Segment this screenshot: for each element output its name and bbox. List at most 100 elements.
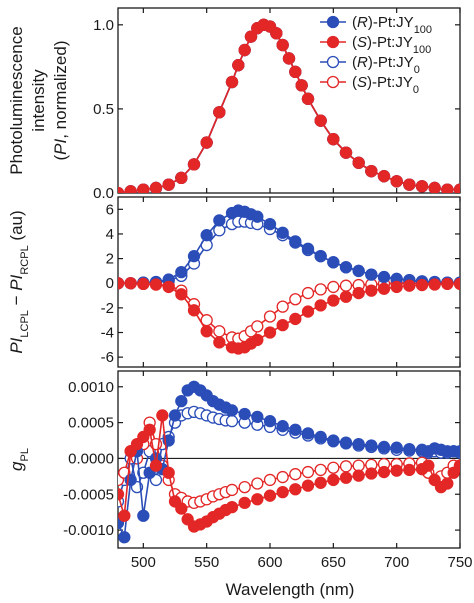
series-(S)-Pt:JY100: [118, 277, 460, 355]
data-point: [270, 27, 283, 40]
data-point: [232, 59, 245, 72]
chart-panels: 0.0 0.5 1.0 -6 -4 -2 0 2 4 6 -0.0010 -0.0005 0.0000 0…: [7, 7, 473, 571]
y-tick-label: 1.0: [93, 17, 114, 34]
data-point: [213, 214, 226, 227]
y-title-sub: LCPL: [19, 310, 31, 338]
series-(S)-Pt:JY100: [118, 18, 460, 193]
data-point: [187, 249, 201, 263]
legend-part: (: [352, 74, 357, 91]
data-point: [289, 483, 302, 496]
data-point: [390, 280, 403, 294]
data-point: [251, 410, 264, 424]
data-point: [162, 280, 175, 294]
data-point: [276, 470, 289, 484]
data-point: [327, 256, 340, 269]
data-point: [162, 178, 175, 191]
data-point: [213, 106, 226, 119]
data-point: [415, 180, 429, 193]
data-point: [390, 441, 403, 454]
y-tick-label: 0.0000: [68, 450, 114, 467]
data-point: [403, 178, 416, 191]
data-point: [314, 476, 327, 489]
y-tick-label: 6: [106, 201, 114, 218]
legend-part: )-Pt:JY: [368, 14, 414, 31]
data-point: [175, 502, 188, 515]
data-point: [403, 279, 416, 292]
y-title-part: PI: [51, 138, 70, 154]
data-point: [118, 509, 131, 522]
data-point: [251, 477, 264, 490]
data-point: [314, 299, 327, 312]
legend-label: (S)-Pt:JY0: [352, 74, 419, 96]
data-point: [251, 333, 264, 347]
data-point: [422, 459, 435, 472]
data-point: [276, 300, 289, 313]
y-title-part: , normalized): [51, 41, 70, 139]
legend-part: (: [352, 34, 357, 51]
data-point: [175, 394, 188, 408]
data-point: [314, 463, 327, 477]
data-point: [352, 437, 365, 451]
data-point: [238, 480, 251, 494]
data-point: [276, 485, 289, 499]
data-point: [289, 312, 302, 326]
data-point: [441, 183, 454, 193]
legend-label: (R)-Pt:JY100: [352, 14, 432, 36]
legend-marker: [326, 75, 340, 89]
data-point: [301, 427, 315, 440]
data-point: [149, 459, 163, 472]
legend-marker: [326, 35, 340, 49]
data-point: [137, 277, 150, 290]
data-point: [225, 404, 239, 417]
y-axis-title-top-line: Photoluminescence: [7, 26, 26, 174]
legend-item: (S)-Pt:JY0: [320, 74, 419, 96]
y-title-part: (: [51, 155, 70, 161]
data-point: [428, 181, 441, 193]
y-title-part: PI: [7, 274, 26, 290]
data-point: [390, 175, 403, 188]
data-point: [295, 79, 308, 92]
data-point: [365, 268, 378, 281]
data-point: [314, 249, 327, 263]
data-point: [251, 320, 264, 333]
data-point: [301, 305, 315, 318]
y-axis-title-top-line: intensity: [29, 69, 48, 132]
data-point: [124, 185, 137, 193]
data-point: [352, 469, 365, 482]
y-title-sub: PL: [19, 448, 31, 461]
data-point: [175, 265, 188, 279]
y-tick-label: 0.0: [93, 185, 114, 202]
y-title-sub: RCPL: [19, 245, 31, 274]
y-tick-label: 4: [106, 226, 114, 243]
data-point: [352, 264, 365, 278]
series-(S)-Pt:JY100: [118, 409, 460, 533]
data-layer: [118, 204, 460, 355]
data-point: [441, 277, 454, 290]
data-point: [403, 442, 416, 456]
legend-part: (: [352, 54, 357, 71]
data-point: [276, 420, 289, 433]
data-point: [390, 464, 403, 477]
data-point: [162, 466, 175, 479]
data-point: [428, 278, 441, 291]
panel-top: 0.0 0.5 1.0: [93, 7, 461, 202]
data-point: [263, 415, 277, 428]
series-line: [118, 209, 460, 284]
data-point: [149, 278, 163, 291]
data-point: [187, 304, 201, 317]
y-title-part: PI: [7, 337, 26, 353]
data-point: [225, 415, 239, 428]
legend-marker: [326, 15, 340, 29]
data-point: [415, 278, 429, 292]
legend-item: (R)-Pt:JY100: [320, 14, 432, 36]
data-point: [365, 439, 378, 452]
data-point: [327, 133, 340, 146]
legend-part: S: [357, 74, 367, 91]
data-point: [289, 468, 302, 481]
legend: (R)-Pt:JY100(S)-Pt:JY100(R)-Pt:JY0(S)-Pt…: [320, 14, 432, 96]
y-tick-label: 0.0010: [68, 379, 114, 396]
data-point: [282, 52, 296, 65]
data-point: [352, 459, 365, 472]
data-point: [118, 186, 125, 193]
data-point: [289, 235, 302, 248]
